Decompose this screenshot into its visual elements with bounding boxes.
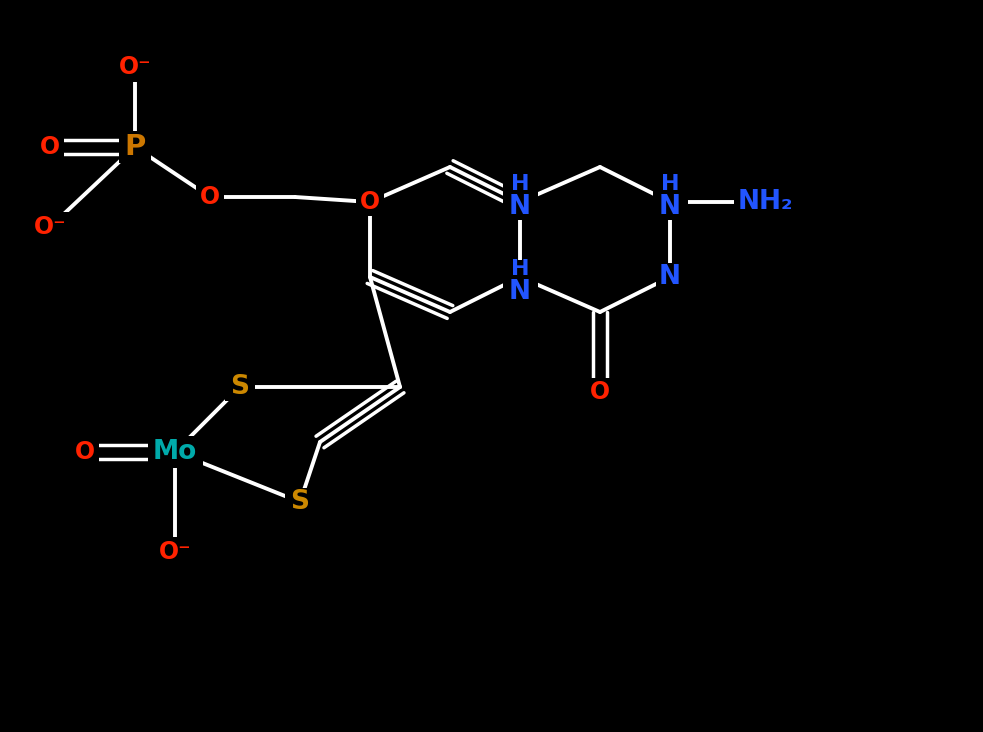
Text: O⁻: O⁻: [119, 55, 151, 79]
FancyBboxPatch shape: [356, 188, 384, 216]
Text: O: O: [40, 135, 60, 159]
Text: P: P: [124, 133, 145, 161]
Text: NH₂: NH₂: [737, 189, 792, 215]
FancyBboxPatch shape: [734, 187, 796, 217]
Text: H: H: [511, 174, 529, 194]
Text: H: H: [511, 259, 529, 279]
Text: O: O: [590, 380, 610, 404]
FancyBboxPatch shape: [150, 537, 200, 567]
FancyBboxPatch shape: [36, 133, 64, 161]
FancyBboxPatch shape: [71, 438, 99, 466]
FancyBboxPatch shape: [502, 260, 538, 305]
Text: O⁻: O⁻: [33, 215, 66, 239]
Text: O: O: [75, 440, 95, 464]
Text: N: N: [659, 194, 681, 220]
Text: N: N: [659, 264, 681, 290]
FancyBboxPatch shape: [653, 174, 687, 220]
Text: Mo: Mo: [153, 439, 198, 465]
Text: S: S: [230, 374, 250, 400]
Text: S: S: [291, 489, 310, 515]
FancyBboxPatch shape: [225, 373, 255, 401]
FancyBboxPatch shape: [285, 488, 315, 516]
Text: O⁻: O⁻: [158, 540, 192, 564]
FancyBboxPatch shape: [25, 212, 75, 242]
Text: N: N: [509, 194, 531, 220]
FancyBboxPatch shape: [196, 183, 224, 211]
Text: N: N: [509, 279, 531, 305]
Text: H: H: [661, 174, 679, 194]
FancyBboxPatch shape: [586, 378, 614, 406]
FancyBboxPatch shape: [656, 263, 684, 291]
Text: O: O: [360, 190, 380, 214]
Text: O: O: [200, 185, 220, 209]
FancyBboxPatch shape: [119, 131, 151, 163]
FancyBboxPatch shape: [110, 52, 160, 82]
FancyBboxPatch shape: [502, 174, 538, 220]
FancyBboxPatch shape: [147, 436, 202, 468]
